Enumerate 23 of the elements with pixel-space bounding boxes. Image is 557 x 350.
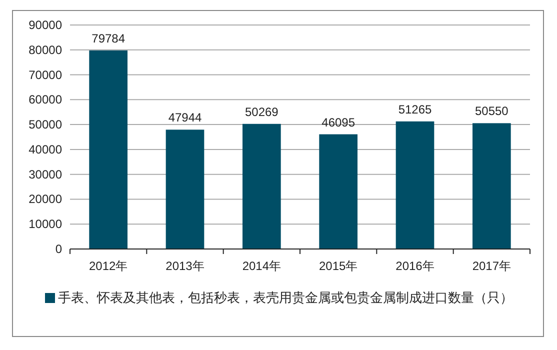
y-tick-label: 90000 xyxy=(28,18,62,32)
data-label: 50269 xyxy=(244,104,279,119)
legend-label: 手表、怀表及其他表，包括秒表，表壳用贵金属或包贵金属制成进口数量（只） xyxy=(58,290,513,305)
y-tick-label: 0 xyxy=(55,242,62,256)
y-tick-label: 50000 xyxy=(28,118,62,132)
y-tick-label: 30000 xyxy=(28,167,62,182)
y-tick-label: 60000 xyxy=(28,92,62,107)
y-tick-label: 20000 xyxy=(28,192,62,206)
x-tick-label: 2015年 xyxy=(318,259,358,273)
y-tick-label: 80000 xyxy=(28,42,62,57)
x-tick-label: 2013年 xyxy=(166,259,204,273)
y-tick-label: 70000 xyxy=(28,68,62,82)
data-label: 79784 xyxy=(92,31,126,46)
x-tick-label: 2014年 xyxy=(242,259,282,273)
data-label: 51265 xyxy=(398,102,432,116)
data-label: 50550 xyxy=(474,104,509,118)
y-tick-label: 40000 xyxy=(28,142,62,156)
data-label: 46095 xyxy=(322,115,356,130)
y-tick-label: 10000 xyxy=(28,217,62,232)
data-label: 47944 xyxy=(168,110,202,125)
x-tick-label: 2017年 xyxy=(472,259,512,273)
x-tick-label: 2016年 xyxy=(396,259,434,273)
x-tick-label: 2012年 xyxy=(88,259,128,273)
